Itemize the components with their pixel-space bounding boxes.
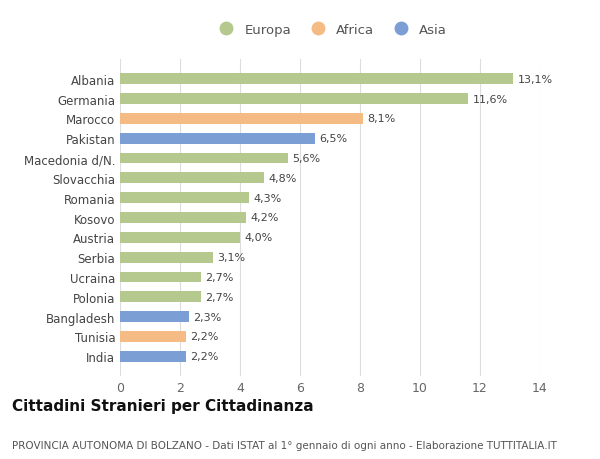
Text: 2,7%: 2,7% (205, 292, 234, 302)
Bar (120, 153, 288, 164)
Legend: Europa, Africa, Asia: Europa, Africa, Asia (208, 19, 452, 42)
Text: 5,6%: 5,6% (293, 154, 320, 164)
Bar (120, 351, 186, 362)
Text: 4,0%: 4,0% (245, 233, 273, 243)
Text: 4,8%: 4,8% (269, 174, 297, 184)
Text: 3,1%: 3,1% (218, 252, 245, 263)
Text: 2,3%: 2,3% (193, 312, 222, 322)
Bar (120, 312, 189, 322)
Bar (120, 331, 186, 342)
Bar (120, 272, 201, 283)
Bar (120, 193, 249, 204)
Text: PROVINCIA AUTONOMA DI BOLZANO - Dati ISTAT al 1° gennaio di ogni anno - Elaboraz: PROVINCIA AUTONOMA DI BOLZANO - Dati IST… (12, 440, 557, 450)
Bar (120, 74, 513, 85)
Text: 8,1%: 8,1% (367, 114, 396, 124)
Bar (120, 213, 246, 224)
Text: 2,2%: 2,2% (191, 352, 219, 362)
Text: 11,6%: 11,6% (473, 94, 508, 104)
Text: Cittadini Stranieri per Cittadinanza: Cittadini Stranieri per Cittadinanza (12, 398, 314, 413)
Text: 2,7%: 2,7% (205, 272, 234, 282)
Text: 13,1%: 13,1% (517, 74, 553, 84)
Text: 6,5%: 6,5% (320, 134, 347, 144)
Bar (120, 292, 201, 302)
Bar (120, 232, 240, 243)
Bar (120, 134, 315, 144)
Text: 4,2%: 4,2% (251, 213, 279, 223)
Text: 4,3%: 4,3% (254, 193, 282, 203)
Bar (120, 94, 468, 105)
Bar (120, 252, 213, 263)
Text: 2,2%: 2,2% (191, 332, 219, 342)
Bar (120, 114, 363, 124)
Bar (120, 173, 264, 184)
